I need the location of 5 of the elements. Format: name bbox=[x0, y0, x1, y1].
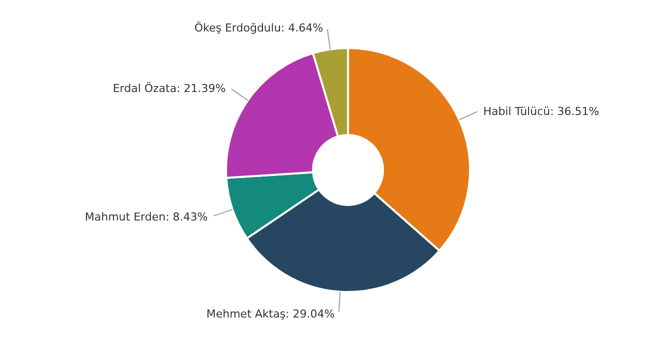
slice-label: Mehmet Aktaş: 29.04% bbox=[206, 308, 335, 321]
slice-label: Mahmut Erden: 8.43% bbox=[84, 210, 208, 224]
slice-label: Ökeş Erdoğdulu: 4.64% bbox=[194, 20, 324, 35]
slice-label: Habil Tülücü: 36.51% bbox=[483, 104, 600, 118]
slice-label: Erdal Özata: 21.39% bbox=[112, 80, 226, 95]
